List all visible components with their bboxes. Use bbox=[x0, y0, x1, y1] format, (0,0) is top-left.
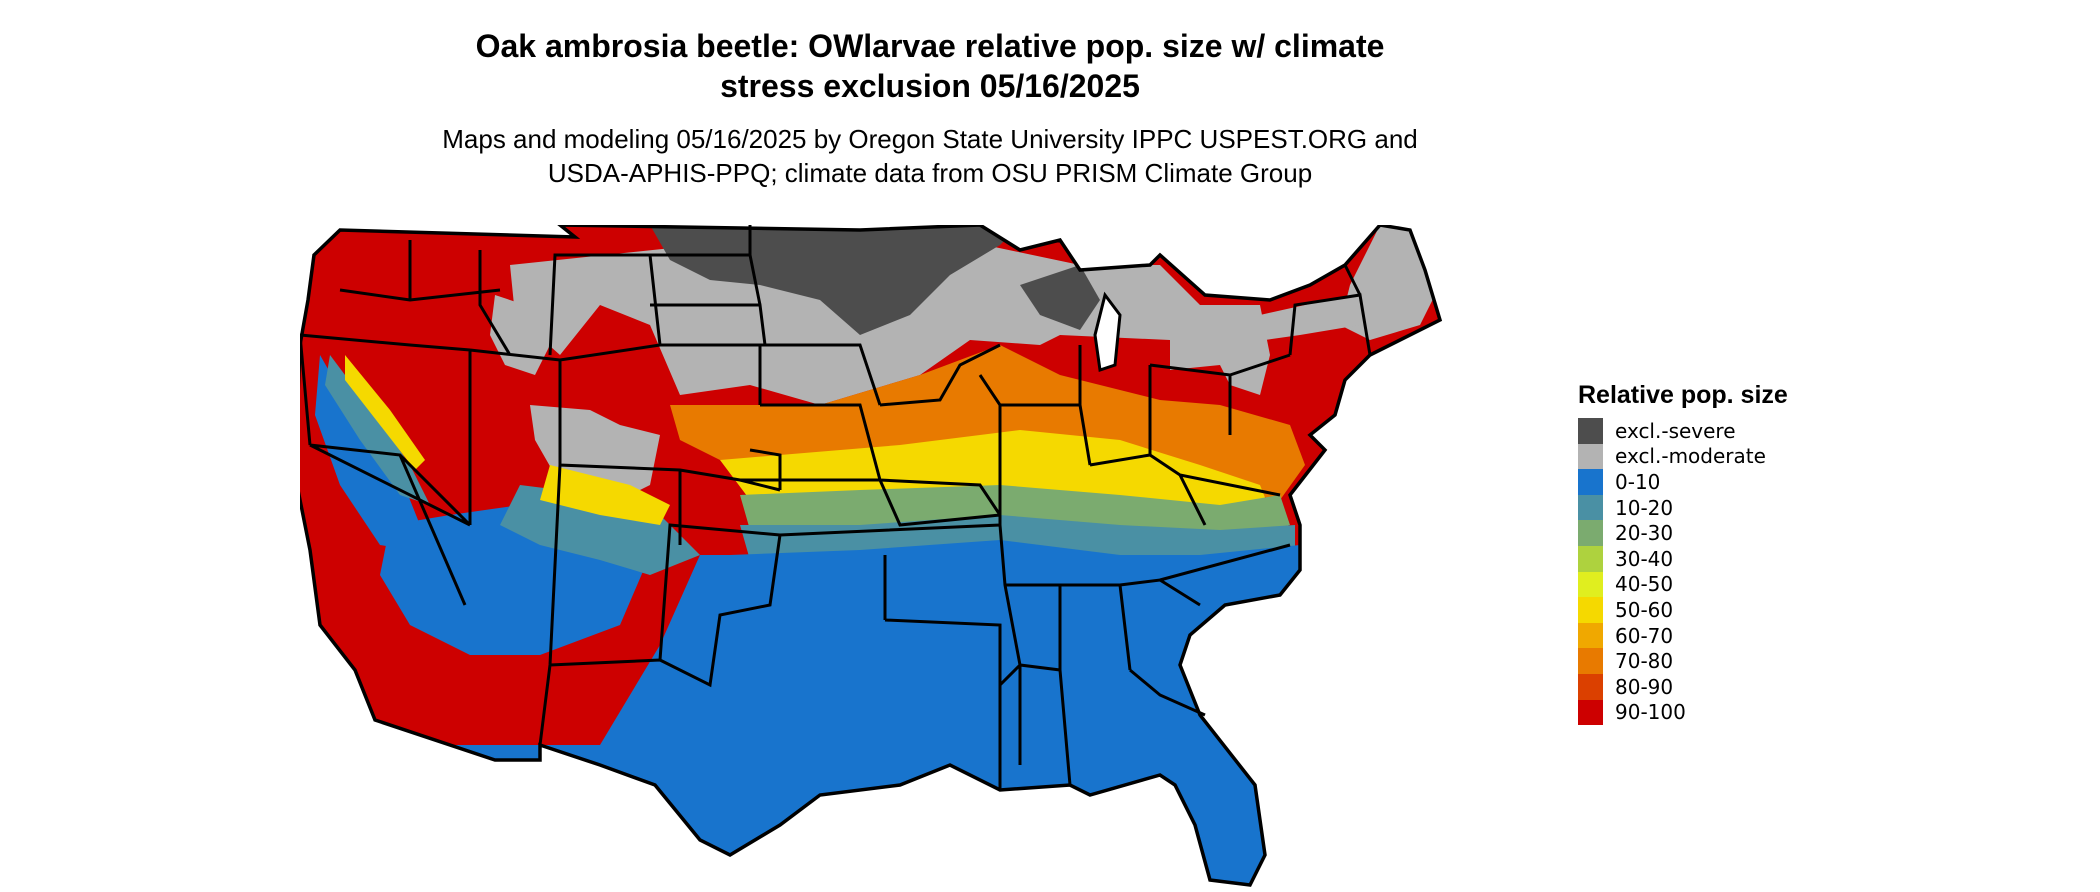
legend-label: excl.-severe bbox=[1615, 418, 1736, 443]
legend-swatch bbox=[1578, 443, 1603, 470]
legend-swatch bbox=[1578, 418, 1603, 444]
legend-swatch bbox=[1578, 545, 1603, 572]
legend-label: 50-60 bbox=[1615, 597, 1674, 622]
title-line-1: Oak ambrosia beetle: OWlarvae relative p… bbox=[475, 28, 1385, 64]
legend-label: 60-70 bbox=[1615, 623, 1674, 648]
map-subtitle: Maps and modeling 05/16/2025 by Oregon S… bbox=[0, 122, 1860, 190]
zone-southwest-yellow-edge bbox=[540, 465, 670, 525]
legend-title: Relative pop. size bbox=[1578, 381, 1788, 409]
subtitle-line-1: Maps and modeling 05/16/2025 by Oregon S… bbox=[442, 124, 1418, 154]
zone-southwest-transition bbox=[500, 485, 700, 575]
zone-new-england-north bbox=[1340, 225, 1440, 340]
subtitle-line-2: USDA-APHIS-PPQ; climate data from OSU PR… bbox=[547, 158, 1313, 188]
legend: Relative pop. size excl.-severe excl.-mo… bbox=[1578, 380, 1788, 726]
legend-swatch bbox=[1578, 494, 1603, 521]
lake-michigan bbox=[1093, 291, 1122, 372]
legend-item: 90-100 bbox=[1578, 699, 1788, 726]
legend-swatch bbox=[1578, 520, 1603, 546]
legend-item: 50-60 bbox=[1578, 597, 1788, 623]
zone-new-york-north bbox=[1260, 295, 1360, 340]
legend-item: 80-90 bbox=[1578, 673, 1788, 700]
legend-swatch bbox=[1578, 571, 1603, 598]
legend-swatch bbox=[1578, 673, 1603, 700]
legend-item: excl.-moderate bbox=[1578, 443, 1788, 470]
state-borders bbox=[300, 225, 1372, 790]
us-population-map bbox=[300, 225, 1443, 887]
legend-item: 30-40 bbox=[1578, 545, 1788, 572]
legend-swatch bbox=[1578, 597, 1603, 623]
us-outline bbox=[300, 225, 1443, 887]
legend-label: 0-10 bbox=[1615, 469, 1661, 494]
legend-label: excl.-moderate bbox=[1615, 444, 1766, 469]
legend-swatch bbox=[1578, 622, 1603, 649]
legend-label: 70-80 bbox=[1615, 649, 1674, 674]
legend-label: 20-30 bbox=[1615, 521, 1674, 546]
legend-label: 90-100 bbox=[1615, 700, 1686, 725]
zone-dakotas-minnesota-north bbox=[650, 225, 1020, 335]
legend-item: 20-30 bbox=[1578, 520, 1788, 546]
legend-swatch bbox=[1578, 648, 1603, 674]
legend-items: excl.-severe excl.-moderate 0-10 10-20 2… bbox=[1578, 418, 1788, 726]
legend-swatch bbox=[1578, 469, 1603, 495]
title-line-2: stress exclusion 05/16/2025 bbox=[720, 68, 1140, 104]
zone-california-yellow-band bbox=[345, 355, 425, 470]
legend-label: 80-90 bbox=[1615, 674, 1674, 699]
legend-item: 10-20 bbox=[1578, 494, 1788, 521]
map-title: Oak ambrosia beetle: OWlarvae relative p… bbox=[0, 26, 1860, 106]
zones-group bbox=[300, 225, 1440, 885]
legend-label: 10-20 bbox=[1615, 495, 1674, 520]
legend-item: excl.-severe bbox=[1578, 418, 1788, 444]
zone-ohio-valley-band bbox=[740, 485, 1290, 540]
legend-item: 70-80 bbox=[1578, 648, 1788, 674]
legend-label: 30-40 bbox=[1615, 546, 1674, 571]
legend-item: 40-50 bbox=[1578, 571, 1788, 598]
state-borders-group bbox=[300, 225, 1372, 790]
legend-item: 0-10 bbox=[1578, 469, 1788, 495]
zone-wisconsin-north bbox=[1020, 265, 1100, 330]
legend-label: 40-50 bbox=[1615, 572, 1674, 597]
zone-california-coast-band bbox=[325, 355, 430, 505]
legend-item: 60-70 bbox=[1578, 622, 1788, 649]
legend-swatch bbox=[1578, 699, 1603, 726]
